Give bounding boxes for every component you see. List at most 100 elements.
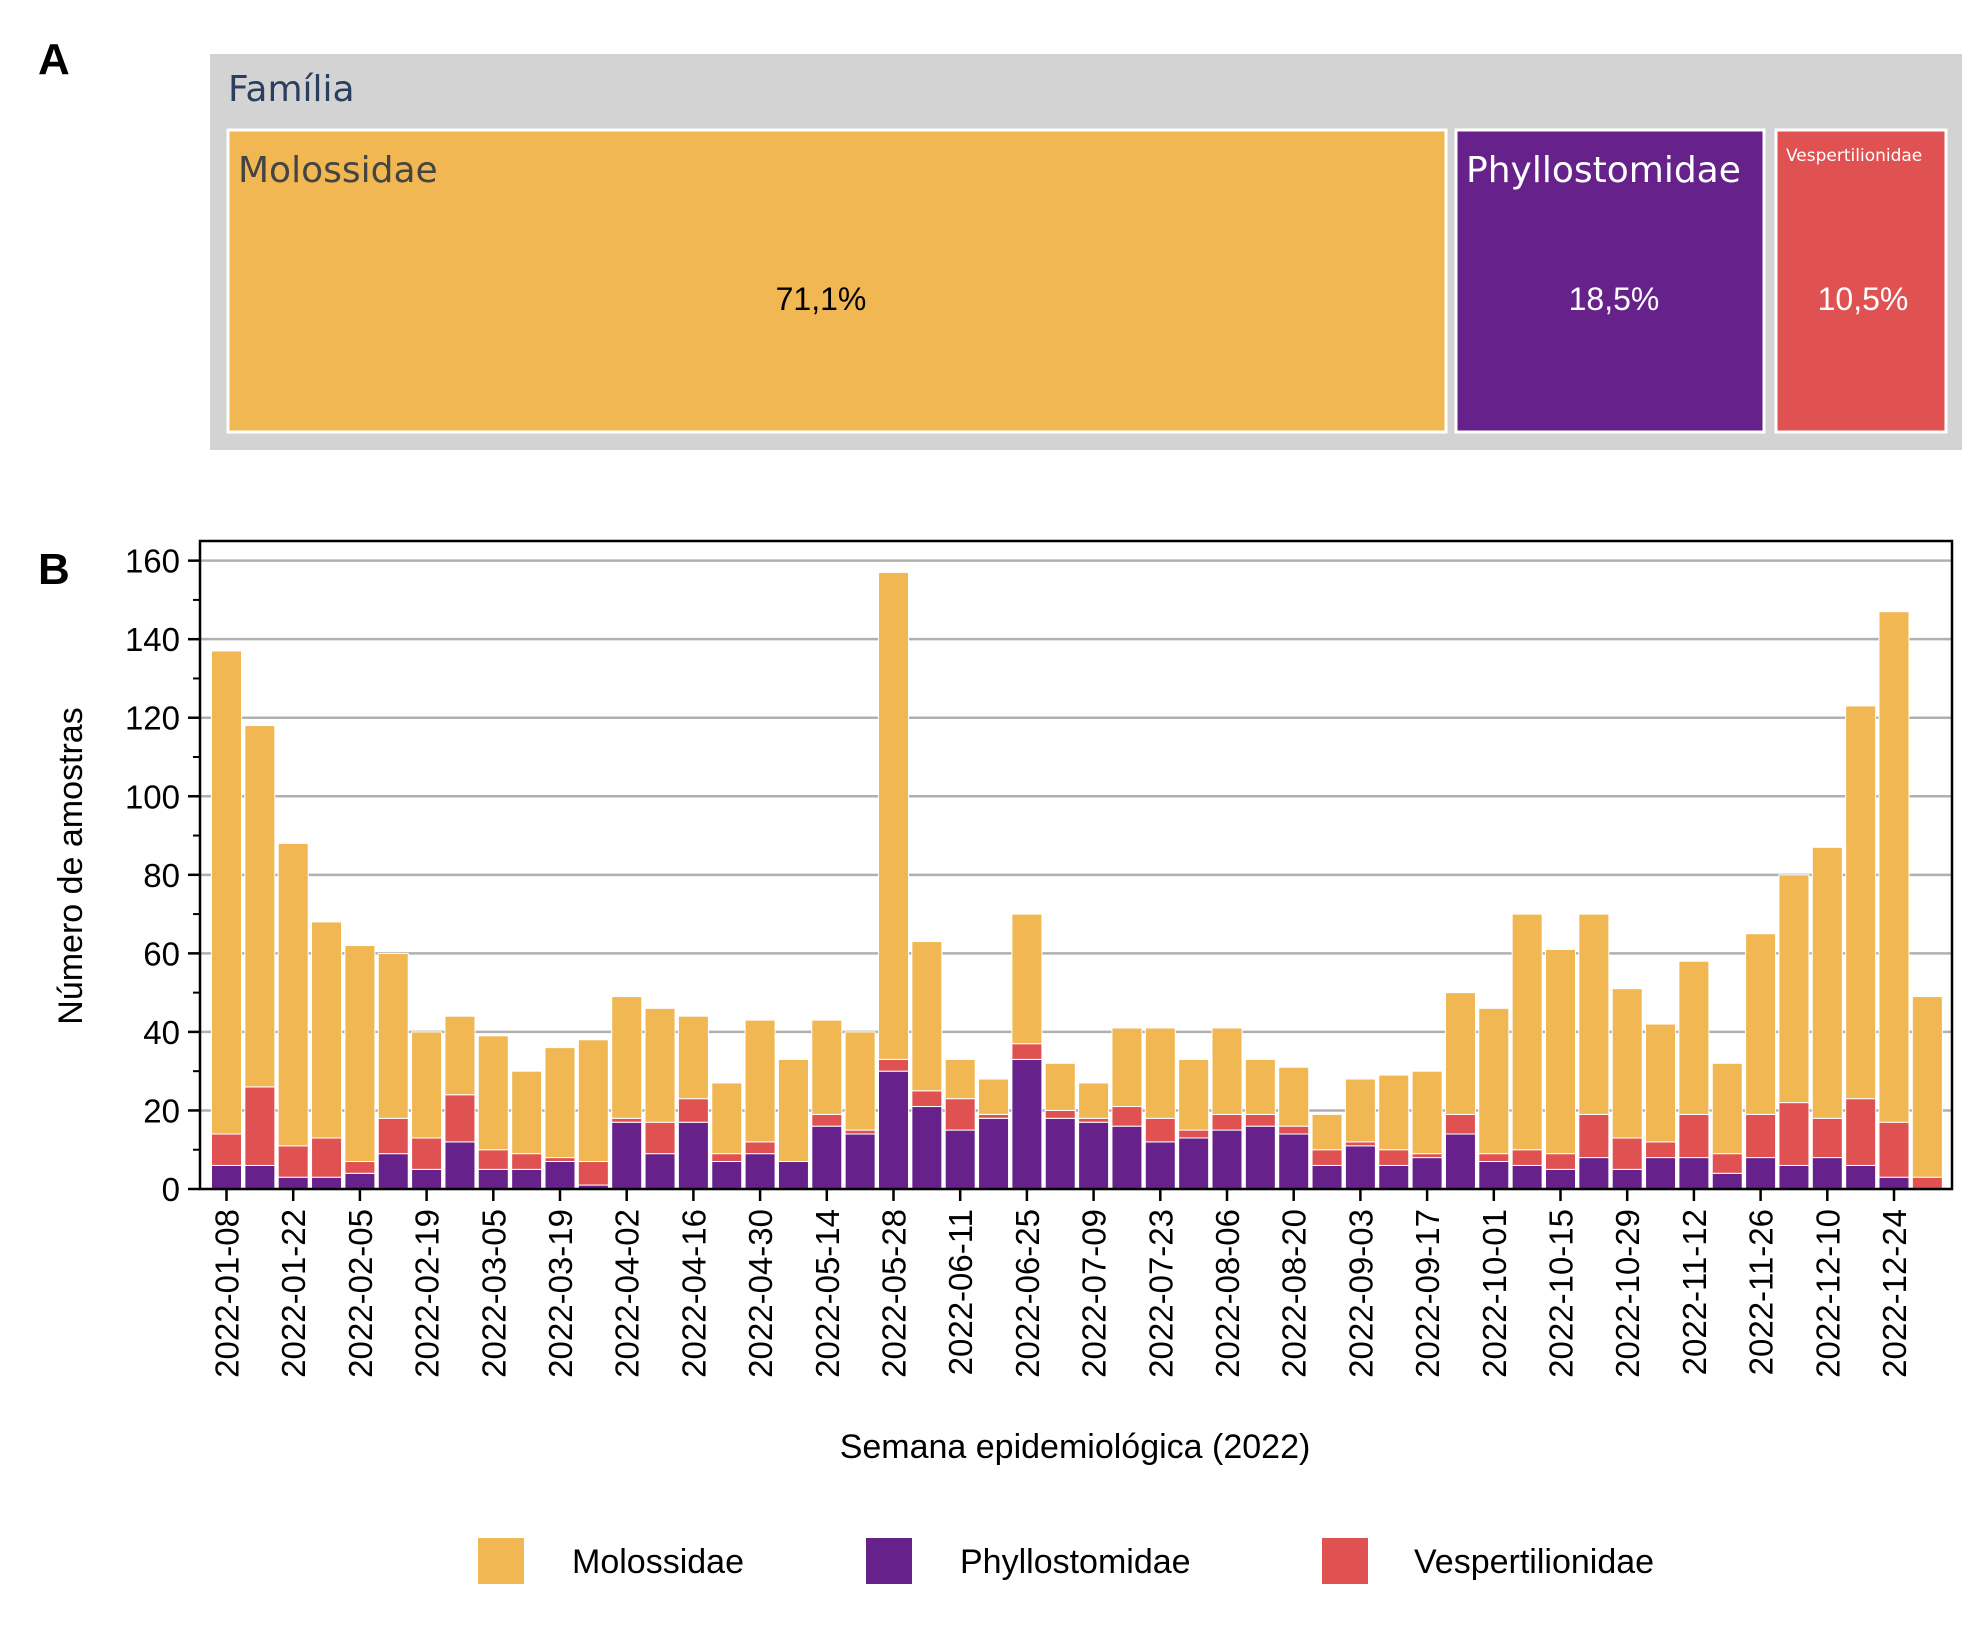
bar-segment-phyllostomidae[interactable] xyxy=(677,1121,709,1190)
bar-segment-molossidae[interactable] xyxy=(1244,1058,1276,1115)
bar-segment-phyllostomidae[interactable] xyxy=(1745,1157,1777,1190)
bar-segment-vespertilionidae[interactable] xyxy=(611,1117,643,1123)
bar-segment-vespertilionidae[interactable] xyxy=(1778,1102,1810,1166)
bar-segment-phyllostomidae[interactable] xyxy=(1211,1129,1243,1190)
bar-segment-vespertilionidae[interactable] xyxy=(277,1145,309,1178)
bar-segment-phyllostomidae[interactable] xyxy=(1645,1157,1677,1190)
bar-segment-phyllostomidae[interactable] xyxy=(1311,1164,1343,1190)
bar-segment-molossidae[interactable] xyxy=(377,952,409,1119)
bar-segment-molossidae[interactable] xyxy=(577,1039,609,1163)
bar-segment-vespertilionidae[interactable] xyxy=(1144,1117,1176,1143)
bar-segment-vespertilionidae[interactable] xyxy=(1511,1149,1543,1166)
bar-segment-molossidae[interactable] xyxy=(1111,1027,1143,1108)
bar-segment-molossidae[interactable] xyxy=(811,1019,843,1115)
bar-segment-phyllostomidae[interactable] xyxy=(1611,1168,1643,1190)
bar-segment-phyllostomidae[interactable] xyxy=(1845,1164,1877,1190)
bar-segment-molossidae[interactable] xyxy=(244,725,276,1088)
bar-segment-phyllostomidae[interactable] xyxy=(1778,1164,1810,1190)
bar-segment-vespertilionidae[interactable] xyxy=(1111,1106,1143,1127)
bar-segment-molossidae[interactable] xyxy=(411,1031,443,1139)
bar-segment-phyllostomidae[interactable] xyxy=(811,1125,843,1190)
bar-segment-molossidae[interactable] xyxy=(1578,913,1610,1115)
bar-segment-molossidae[interactable] xyxy=(978,1078,1010,1115)
bar-segment-molossidae[interactable] xyxy=(777,1058,809,1163)
bar-segment-vespertilionidae[interactable] xyxy=(344,1161,376,1174)
bar-segment-molossidae[interactable] xyxy=(1845,705,1877,1100)
bar-segment-vespertilionidae[interactable] xyxy=(1811,1117,1843,1159)
bar-segment-molossidae[interactable] xyxy=(1878,611,1910,1123)
bar-segment-molossidae[interactable] xyxy=(1344,1078,1376,1143)
bar-segment-phyllostomidae[interactable] xyxy=(644,1153,676,1190)
bar-segment-molossidae[interactable] xyxy=(611,996,643,1119)
bar-segment-vespertilionidae[interactable] xyxy=(911,1090,943,1108)
bar-segment-vespertilionidae[interactable] xyxy=(1545,1153,1576,1170)
bar-segment-vespertilionidae[interactable] xyxy=(811,1113,843,1127)
bar-segment-vespertilionidae[interactable] xyxy=(1011,1043,1043,1060)
bar-segment-phyllostomidae[interactable] xyxy=(1178,1137,1210,1190)
bar-segment-vespertilionidae[interactable] xyxy=(1611,1137,1643,1170)
bar-segment-phyllostomidae[interactable] xyxy=(477,1168,509,1190)
bar-segment-vespertilionidae[interactable] xyxy=(1845,1098,1877,1166)
bar-segment-molossidae[interactable] xyxy=(677,1015,709,1100)
bar-segment-molossidae[interactable] xyxy=(1711,1062,1743,1155)
bar-segment-molossidae[interactable] xyxy=(544,1047,576,1159)
bar-segment-vespertilionidae[interactable] xyxy=(1745,1113,1777,1159)
bar-segment-vespertilionidae[interactable] xyxy=(1444,1113,1476,1135)
bar-segment-molossidae[interactable] xyxy=(644,1007,676,1123)
bar-segment-phyllostomidae[interactable] xyxy=(411,1168,443,1190)
bar-segment-phyllostomidae[interactable] xyxy=(444,1141,476,1190)
bar-segment-molossidae[interactable] xyxy=(1478,1007,1510,1155)
bar-segment-molossidae[interactable] xyxy=(477,1035,509,1151)
bar-segment-phyllostomidae[interactable] xyxy=(611,1121,643,1190)
bar-segment-molossidae[interactable] xyxy=(211,650,242,1135)
bar-segment-vespertilionidae[interactable] xyxy=(1678,1113,1710,1159)
bar-segment-phyllostomidae[interactable] xyxy=(311,1176,343,1190)
bar-segment-vespertilionidae[interactable] xyxy=(677,1098,709,1123)
bar-segment-phyllostomidae[interactable] xyxy=(1244,1125,1276,1190)
bar-segment-vespertilionidae[interactable] xyxy=(1478,1153,1510,1163)
bar-segment-phyllostomidae[interactable] xyxy=(244,1164,276,1190)
bar-segment-molossidae[interactable] xyxy=(277,842,309,1147)
bar-segment-phyllostomidae[interactable] xyxy=(1378,1164,1410,1190)
bar-segment-molossidae[interactable] xyxy=(344,945,376,1163)
bar-segment-molossidae[interactable] xyxy=(844,1031,876,1131)
bar-segment-vespertilionidae[interactable] xyxy=(744,1141,776,1155)
bar-segment-phyllostomidae[interactable] xyxy=(211,1164,242,1190)
bar-segment-molossidae[interactable] xyxy=(1378,1074,1410,1151)
bar-segment-vespertilionidae[interactable] xyxy=(377,1117,409,1155)
bar-segment-vespertilionidae[interactable] xyxy=(844,1129,876,1135)
bar-segment-phyllostomidae[interactable] xyxy=(1711,1172,1743,1190)
bar-segment-vespertilionidae[interactable] xyxy=(1878,1121,1910,1178)
bar-segment-phyllostomidae[interactable] xyxy=(1545,1168,1576,1190)
bar-segment-phyllostomidae[interactable] xyxy=(777,1161,809,1190)
bar-segment-vespertilionidae[interactable] xyxy=(1044,1109,1076,1119)
bar-segment-molossidae[interactable] xyxy=(1745,933,1777,1115)
bar-segment-vespertilionidae[interactable] xyxy=(244,1086,276,1166)
bar-segment-phyllostomidae[interactable] xyxy=(377,1153,409,1190)
bar-segment-vespertilionidae[interactable] xyxy=(1411,1153,1443,1159)
bar-segment-molossidae[interactable] xyxy=(1611,988,1643,1139)
bar-segment-phyllostomidae[interactable] xyxy=(911,1106,943,1190)
bar-segment-vespertilionidae[interactable] xyxy=(544,1157,576,1163)
bar-segment-phyllostomidae[interactable] xyxy=(878,1070,909,1190)
bar-segment-molossidae[interactable] xyxy=(711,1082,743,1155)
bar-segment-vespertilionidae[interactable] xyxy=(1078,1117,1110,1123)
bar-segment-molossidae[interactable] xyxy=(1311,1113,1343,1151)
bar-segment-vespertilionidae[interactable] xyxy=(1578,1113,1610,1159)
bar-segment-vespertilionidae[interactable] xyxy=(978,1113,1010,1119)
treemap-tile-phyllostomidae[interactable] xyxy=(1454,128,1766,434)
bar-segment-vespertilionidae[interactable] xyxy=(511,1153,543,1170)
bar-segment-vespertilionidae[interactable] xyxy=(711,1153,743,1163)
bar-segment-molossidae[interactable] xyxy=(311,921,343,1139)
bar-segment-molossidae[interactable] xyxy=(1044,1062,1076,1111)
bar-segment-molossidae[interactable] xyxy=(1278,1066,1310,1127)
bar-segment-molossidae[interactable] xyxy=(1011,913,1043,1045)
bar-segment-phyllostomidae[interactable] xyxy=(711,1161,743,1190)
bar-segment-molossidae[interactable] xyxy=(1645,1023,1677,1143)
bar-segment-vespertilionidae[interactable] xyxy=(411,1137,443,1170)
bar-segment-phyllostomidae[interactable] xyxy=(344,1172,376,1190)
bar-segment-molossidae[interactable] xyxy=(944,1058,976,1100)
bar-segment-phyllostomidae[interactable] xyxy=(1411,1157,1443,1190)
bar-segment-molossidae[interactable] xyxy=(1444,992,1476,1115)
bar-segment-vespertilionidae[interactable] xyxy=(1244,1113,1276,1127)
